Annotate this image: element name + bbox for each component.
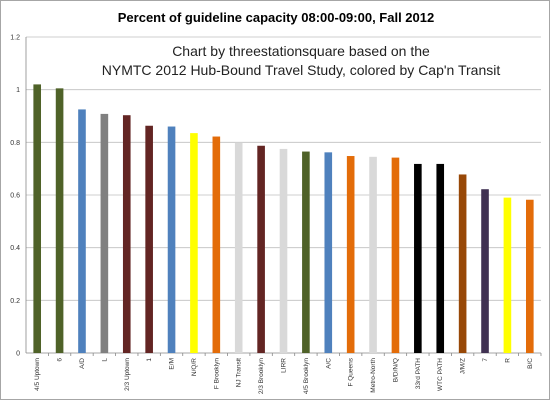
x-tick-label: E/M bbox=[169, 358, 176, 370]
bar bbox=[167, 126, 176, 354]
bar bbox=[391, 157, 400, 353]
x-tick-label: Metro-North bbox=[370, 358, 377, 393]
x-tick-label: L bbox=[101, 358, 108, 362]
tick-labels: 0 0.2 0.4 0.6 0.8 1 1.2 4/5 Uptown 6 A/D L 2/3 Upto… bbox=[10, 35, 534, 395]
y-tick-label: 0.4 bbox=[10, 245, 20, 252]
x-tick-label: 7 bbox=[482, 358, 489, 362]
bar bbox=[503, 197, 512, 353]
x-tick-label: B/C bbox=[527, 358, 534, 369]
bar bbox=[279, 148, 288, 353]
x-tick-label: F Queens bbox=[348, 357, 355, 386]
x-tick-label: 4/5 Uptown bbox=[34, 358, 41, 391]
x-tick-label: 2/3 Brooklyn bbox=[258, 358, 265, 395]
y-tick-label: 0.8 bbox=[10, 140, 20, 147]
bar bbox=[369, 156, 377, 353]
x-tick-label: 33rd PATH bbox=[415, 358, 422, 389]
x-tick-label: LIRR bbox=[281, 358, 288, 373]
chart-annotation-line-1: Chart by threestationsquare based on the bbox=[172, 43, 430, 59]
chart-title: Percent of guideline capacity 08:00-09:0… bbox=[118, 10, 434, 25]
x-tick-label: R bbox=[504, 358, 511, 363]
x-tick-label: B/D/N/Q bbox=[392, 358, 399, 382]
bar bbox=[481, 189, 489, 353]
chart-annotation-line-2: NYMTC 2012 Hub-Bound Travel Study, color… bbox=[102, 62, 501, 78]
bar bbox=[78, 109, 86, 354]
y-tick-label: 0.6 bbox=[10, 193, 20, 200]
bar bbox=[414, 163, 422, 353]
bar bbox=[190, 133, 198, 353]
y-tick-label: 0 bbox=[16, 351, 20, 358]
x-tick-label: A/C bbox=[325, 358, 332, 369]
bar bbox=[33, 84, 42, 354]
bar bbox=[302, 151, 310, 353]
y-tick-label: 1 bbox=[16, 87, 20, 94]
y-tick-label: 1.2 bbox=[10, 35, 20, 42]
bar bbox=[436, 163, 445, 353]
x-tick-label: 2/3 Uptown bbox=[124, 358, 131, 391]
x-tick-label: 1 bbox=[146, 358, 153, 362]
bar bbox=[122, 115, 131, 354]
bar bbox=[100, 113, 109, 353]
bar bbox=[212, 136, 221, 353]
x-tick-label: WTC PATH bbox=[437, 358, 444, 391]
bar bbox=[346, 156, 355, 353]
bar bbox=[55, 88, 64, 353]
bar bbox=[234, 142, 243, 353]
bar bbox=[145, 125, 153, 353]
x-tick-label: F Brooklyn bbox=[213, 358, 220, 389]
bar bbox=[458, 174, 467, 353]
x-tick-label: 6 bbox=[57, 358, 64, 362]
bar bbox=[257, 145, 265, 353]
x-tick-label: NJ Transit bbox=[236, 358, 243, 387]
bar bbox=[324, 152, 333, 353]
x-tick-label: N/Q/R bbox=[191, 358, 198, 376]
x-tick-label: 4/5 Brooklyn bbox=[303, 358, 310, 395]
y-tick-label: 0.2 bbox=[10, 298, 20, 305]
bars bbox=[33, 84, 534, 354]
bar bbox=[525, 199, 534, 353]
x-tick-label: J/M/Z bbox=[460, 358, 467, 374]
x-tick-label: A/D bbox=[79, 358, 86, 369]
